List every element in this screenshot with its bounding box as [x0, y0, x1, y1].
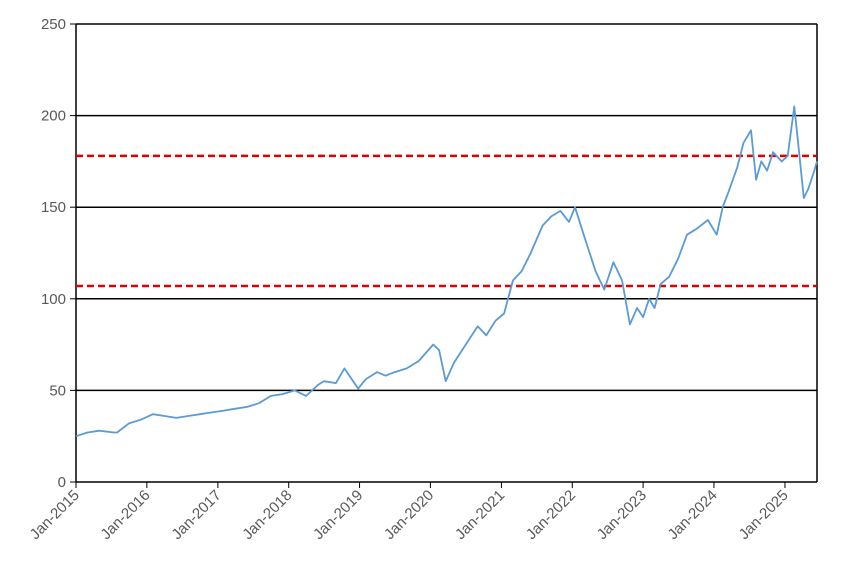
axes: [70, 23, 818, 488]
y-tick-label: 200: [41, 108, 66, 125]
series-group: [75, 105, 818, 438]
series-line: [75, 105, 818, 438]
x-tick-label: Jan-2020: [381, 487, 437, 543]
x-tick-label: Jan-2018: [239, 487, 295, 543]
y-tick-label: 150: [41, 199, 66, 216]
y-tick-label: 50: [49, 382, 66, 399]
y-tick-label: 0: [58, 474, 66, 491]
y-tick-label: 100: [41, 291, 66, 308]
x-tick-labels: Jan-2015 Jan-2016 Jan-2017 Jan-2018 Jan-2019…: [27, 487, 792, 543]
reference-lines: [76, 154, 817, 288]
gridlines: [76, 23, 817, 392]
x-tick-label: Jan-2021: [452, 487, 508, 543]
x-tick-label: Jan-2023: [594, 487, 650, 543]
x-tick-label: Jan-2019: [310, 487, 366, 543]
y-tick-labels: 0 50 100 150 200 250: [41, 16, 66, 491]
x-tick-label: Jan-2015: [27, 487, 83, 543]
x-tick-label: Jan-2017: [168, 487, 224, 543]
x-tick-label: Jan-2016: [97, 487, 153, 543]
x-tick-label: Jan-2025: [736, 487, 792, 543]
x-tick-label: Jan-2024: [665, 487, 721, 543]
y-tick-label: 250: [41, 16, 66, 33]
x-tick-label: Jan-2022: [523, 487, 579, 543]
